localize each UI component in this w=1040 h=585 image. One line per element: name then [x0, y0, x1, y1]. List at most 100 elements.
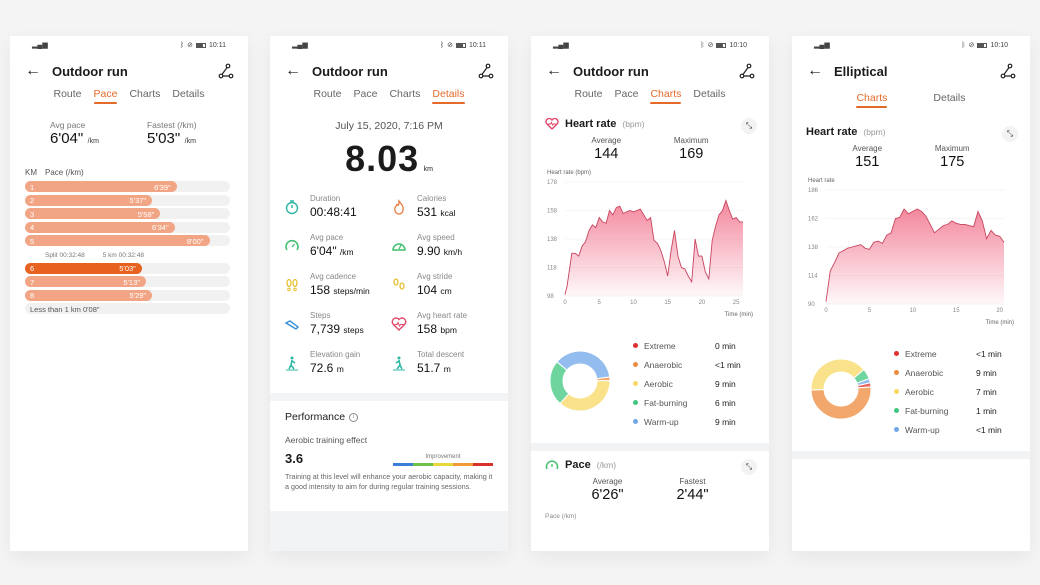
splits-list: 1 6'39" 2 5'37" 3 5'58" 4 6'34" 5 8'00" …: [10, 181, 248, 314]
tab-charts[interactable]: Charts: [856, 92, 887, 108]
tab-pace[interactable]: Pace: [614, 88, 639, 100]
split-row: 6 5'03": [25, 262, 230, 274]
pace-chart-ylabel: Pace (/km): [545, 513, 577, 520]
heart-rate-title: Heart rate: [565, 118, 617, 130]
tab-details[interactable]: Details: [432, 88, 465, 104]
expand-icon[interactable]: ⤡: [1002, 126, 1018, 142]
svg-text:20: 20: [699, 300, 706, 306]
tab-route[interactable]: Route: [313, 88, 342, 100]
stat-value: 158 bpm: [417, 322, 457, 336]
stat-item: Avg cadence 158 steps/min: [284, 272, 391, 297]
zone-name: Warm-up: [644, 416, 679, 427]
legend-dot-icon: [633, 400, 638, 405]
share-route-icon[interactable]: [1000, 63, 1016, 79]
share-route-icon[interactable]: [739, 63, 755, 79]
tab-details[interactable]: Details: [693, 88, 726, 100]
legend-item: Fat-burning 1 min: [894, 401, 1016, 420]
signal-icon: ▂▄▆: [292, 42, 308, 49]
zones-donut-chart: [545, 346, 615, 421]
fastest-unit: /km: [184, 138, 196, 145]
svg-text:15: 15: [664, 300, 671, 306]
gauge-icon: [545, 460, 559, 470]
back-arrow-icon[interactable]: ←: [546, 62, 562, 79]
heart-rate-icon: [391, 316, 407, 332]
zone-name: Aerobic: [905, 386, 934, 397]
tab-charts[interactable]: Charts: [129, 88, 161, 100]
svg-text:98: 98: [547, 294, 554, 300]
stat-label: Avg stride: [417, 272, 453, 281]
split-bar: 6 5'03": [25, 262, 142, 274]
bluetooth-icon: ᛒ: [179, 41, 185, 49]
split-pace: 6'39": [154, 182, 171, 192]
legend-item: Aerobic 7 min: [894, 382, 1016, 401]
legend-item: Warm-up <1 min: [894, 420, 1016, 439]
tab-route[interactable]: Route: [574, 88, 603, 100]
back-arrow-icon[interactable]: ←: [285, 62, 301, 79]
back-arrow-icon[interactable]: ←: [807, 62, 823, 79]
legend-item: Anaerobic <1 min: [633, 355, 755, 374]
page-title: Outdoor run: [52, 63, 128, 79]
mute-icon: ⊘: [187, 42, 193, 49]
heart-rate-zones: Extreme <1 min Anaerobic 9 min Aerobic 7…: [792, 336, 1030, 451]
legend-dot-icon: [633, 381, 638, 386]
share-route-icon[interactable]: [218, 63, 234, 79]
fastest-value: 5'03": [146, 130, 181, 147]
zone-minutes: <1 min: [715, 359, 741, 370]
svg-text:186: 186: [808, 188, 819, 194]
split-row: 7 5'13": [25, 276, 230, 287]
split-km: 8: [30, 291, 35, 300]
fastest-label: Fastest (/km): [146, 120, 197, 130]
stat-label: Avg speed: [417, 233, 455, 242]
split-pace: 5'03": [119, 264, 136, 273]
average-value: 144: [594, 146, 619, 162]
pace-summary: Avg pace 6'04" /km Fastest (/km) 5'03" /…: [10, 110, 248, 148]
split-bar: 3 5'58": [25, 208, 161, 219]
expand-icon[interactable]: ⤡: [741, 118, 757, 134]
legend-dot-icon: [894, 351, 899, 356]
stats-grid: Duration 00:48:41 Calories 531 kcal Avg …: [270, 180, 508, 385]
legend-dot-icon: [633, 362, 638, 367]
status-bar: ▂▄▆ ᛒ ⊘ 10:10: [792, 36, 1030, 54]
split-row: 2 5'37": [25, 194, 230, 206]
tab-bar: Route Pace Charts Details: [531, 88, 769, 110]
split-km: 3: [30, 209, 35, 219]
empty-card: [792, 459, 1030, 551]
tab-pace[interactable]: Pace: [353, 88, 378, 100]
tab-charts[interactable]: Charts: [389, 88, 421, 100]
status-bar: ▂▄▆ ᛒ ⊘ 10:11: [10, 36, 248, 54]
stat-label: Total descent: [417, 350, 465, 359]
back-arrow-icon[interactable]: ←: [25, 62, 41, 79]
zones-legend: Extreme <1 min Anaerobic 9 min Aerobic 7…: [894, 344, 1016, 439]
tab-route[interactable]: Route: [53, 88, 82, 100]
split-bar: 4 6'34": [25, 221, 175, 233]
tab-details[interactable]: Details: [172, 88, 205, 100]
svg-text:162: 162: [808, 217, 819, 223]
heart-rate-title: Heart rate: [806, 126, 858, 138]
tab-bar: Route Pace Charts Details: [10, 88, 248, 110]
tab-details[interactable]: Details: [933, 92, 966, 104]
svg-text:138: 138: [808, 245, 819, 251]
mute-icon: ⊘: [447, 42, 453, 49]
legend-dot-icon: [633, 343, 638, 348]
svg-text:118: 118: [547, 266, 557, 272]
average-label: Average: [591, 136, 622, 145]
footprints-icon: [284, 277, 300, 293]
heart-rate-unit: (bpm): [622, 119, 645, 129]
tab-pace[interactable]: Pace: [93, 88, 117, 104]
tab-charts[interactable]: Charts: [650, 88, 681, 104]
pace-average-value: 6'26": [591, 487, 624, 503]
tab-bar: Route Pace Charts Details: [270, 88, 508, 110]
heart-rate-card: Heart rate (bpm) ⤡ Average 144 Maximum 1…: [531, 110, 769, 328]
legend-dot-icon: [894, 389, 899, 394]
zone-name: Warm-up: [905, 424, 940, 435]
splits-header: KM Pace (/km): [10, 148, 248, 181]
share-route-icon[interactable]: [478, 63, 494, 79]
clock: 10:10: [729, 41, 747, 49]
expand-icon[interactable]: ⤡: [741, 459, 757, 475]
svg-text:25: 25: [733, 300, 740, 306]
info-icon[interactable]: i: [349, 412, 359, 422]
stat-value: 104 cm: [417, 283, 452, 297]
maximum-label: Maximum: [673, 136, 709, 145]
stat-label: Elevation gain: [310, 350, 361, 359]
average-label: Average: [852, 144, 883, 153]
